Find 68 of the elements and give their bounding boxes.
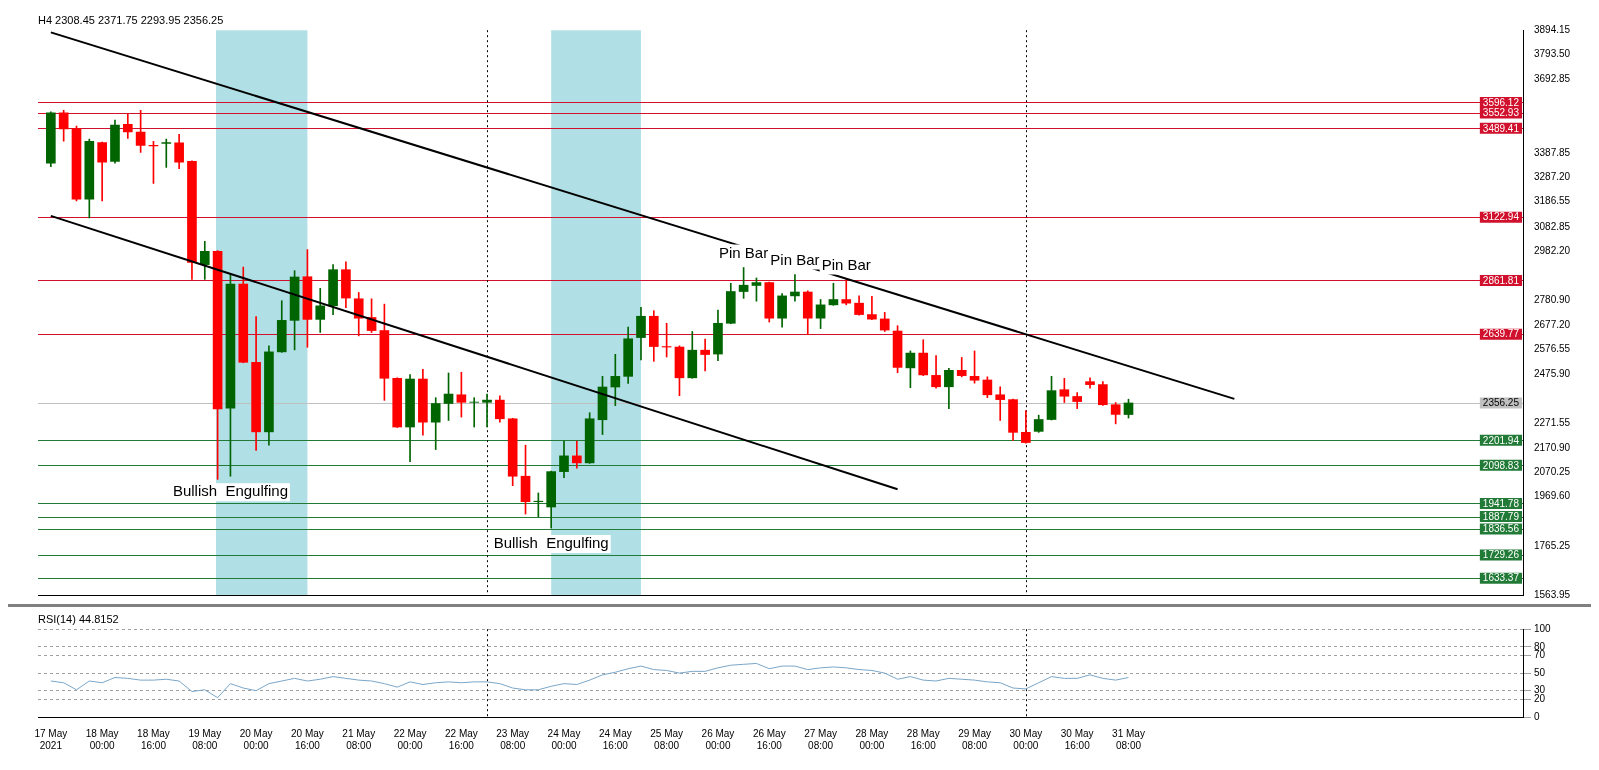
x-tick-label: 23 May 08:00: [496, 727, 530, 751]
ref-line-label: 3596.12: [1482, 96, 1520, 108]
y-tick-label: 3894.15: [1534, 23, 1571, 35]
x-tick-label: 31 May 08:00: [1112, 727, 1145, 751]
x-tick-label: 22 May 16:00: [444, 727, 478, 751]
ref-line-label: 1729.26: [1482, 549, 1520, 561]
x-tick-label: 18 May 00:00: [85, 727, 119, 751]
ref-line-label: 2356.25: [1482, 397, 1520, 409]
y-tick-label: 1765.25: [1534, 539, 1571, 551]
y-tick-label: 2070.25: [1534, 466, 1571, 478]
x-tick-label: 22 May 00:00: [393, 727, 427, 751]
ref-line-label: 1633.37: [1482, 572, 1520, 584]
y-tick-label: 3186.55: [1534, 195, 1571, 207]
y-tick-label: 2170.90: [1534, 441, 1571, 453]
ref-line-label: 3489.41: [1482, 122, 1520, 134]
y-tick-label: 2677.20: [1534, 318, 1571, 330]
x-tick-label: 25 May 08:00: [650, 727, 684, 751]
y-tick-label: 20: [1534, 693, 1546, 705]
x-tick-label: 20 May 00:00: [239, 727, 273, 751]
annotation: Pin Bar: [821, 255, 871, 273]
ref-line-label: 3122.94: [1482, 211, 1520, 223]
y-tick-label: 30: [1534, 684, 1546, 696]
x-tick-label: 24 May 00:00: [547, 727, 581, 751]
x-tick-label: 30 May 00:00: [1009, 727, 1043, 751]
y-tick-label: 2271.55: [1534, 417, 1571, 429]
x-tick-label: 21 May 08:00: [342, 727, 376, 751]
y-tick-label: 3387.85: [1534, 146, 1571, 158]
x-tick-label: 18 May 16:00: [137, 727, 170, 751]
x-tick-label: 20 May 16:00: [291, 727, 324, 751]
x-tick-label: 27 May 08:00: [804, 727, 837, 751]
ref-line-label: 2098.83: [1482, 459, 1520, 471]
y-tick-label: 50: [1534, 666, 1546, 678]
y-tick-label: 2780.90: [1534, 293, 1571, 305]
y-tick-label: 100: [1534, 622, 1552, 634]
x-tick-label: 24 May 16:00: [598, 727, 632, 751]
ref-line-label: 2861.81: [1482, 274, 1520, 286]
ref-line-label: 1887.79: [1482, 510, 1520, 522]
chart-title: H4 2308.45 2371.75 2293.95 2356.25: [38, 13, 224, 26]
y-tick-label: 0: [1534, 710, 1540, 722]
chart-title: RSI(14) 44.8152: [38, 612, 119, 625]
x-tick-label: 26 May 00:00: [701, 727, 735, 751]
y-tick-label: 70: [1534, 649, 1546, 661]
y-tick-label: 2576.55: [1534, 343, 1571, 355]
annotation: Pin Bar: [719, 243, 769, 261]
annotation: Bullish Engulfing: [172, 482, 288, 500]
x-tick-label: 30 May 16:00: [1060, 727, 1094, 751]
y-tick-label: 2475.90: [1534, 367, 1571, 379]
y-tick-label: 1563.95: [1534, 588, 1571, 600]
ref-line-label: 1836.56: [1482, 523, 1520, 535]
x-tick-label: 28 May 16:00: [906, 727, 940, 751]
x-tick-label: 19 May 08:00: [188, 727, 222, 751]
y-tick-label: 3692.85: [1534, 72, 1571, 84]
ref-line-label: 3552.93: [1482, 107, 1520, 119]
ref-line-label: 1941.78: [1482, 497, 1520, 509]
y-tick-label: 3287.20: [1534, 171, 1571, 183]
x-tick-label: 26 May 16:00: [752, 727, 786, 751]
annotation: Bullish Engulfing: [493, 534, 609, 552]
y-tick-label: 3793.50: [1534, 48, 1571, 60]
ref-line-label: 2639.77: [1482, 328, 1520, 340]
y-tick-label: 1969.60: [1534, 490, 1571, 502]
x-tick-label: 17 May 2021: [34, 727, 68, 751]
y-tick-label: 3082.85: [1534, 220, 1571, 232]
ref-line-label: 2201.94: [1482, 434, 1520, 446]
x-tick-label: 28 May 00:00: [855, 727, 889, 751]
annotation: Pin Bar: [770, 250, 820, 268]
x-tick-label: 29 May 08:00: [958, 727, 991, 751]
y-tick-label: 2982.20: [1534, 244, 1571, 256]
y-tick-label: 80: [1534, 640, 1546, 652]
